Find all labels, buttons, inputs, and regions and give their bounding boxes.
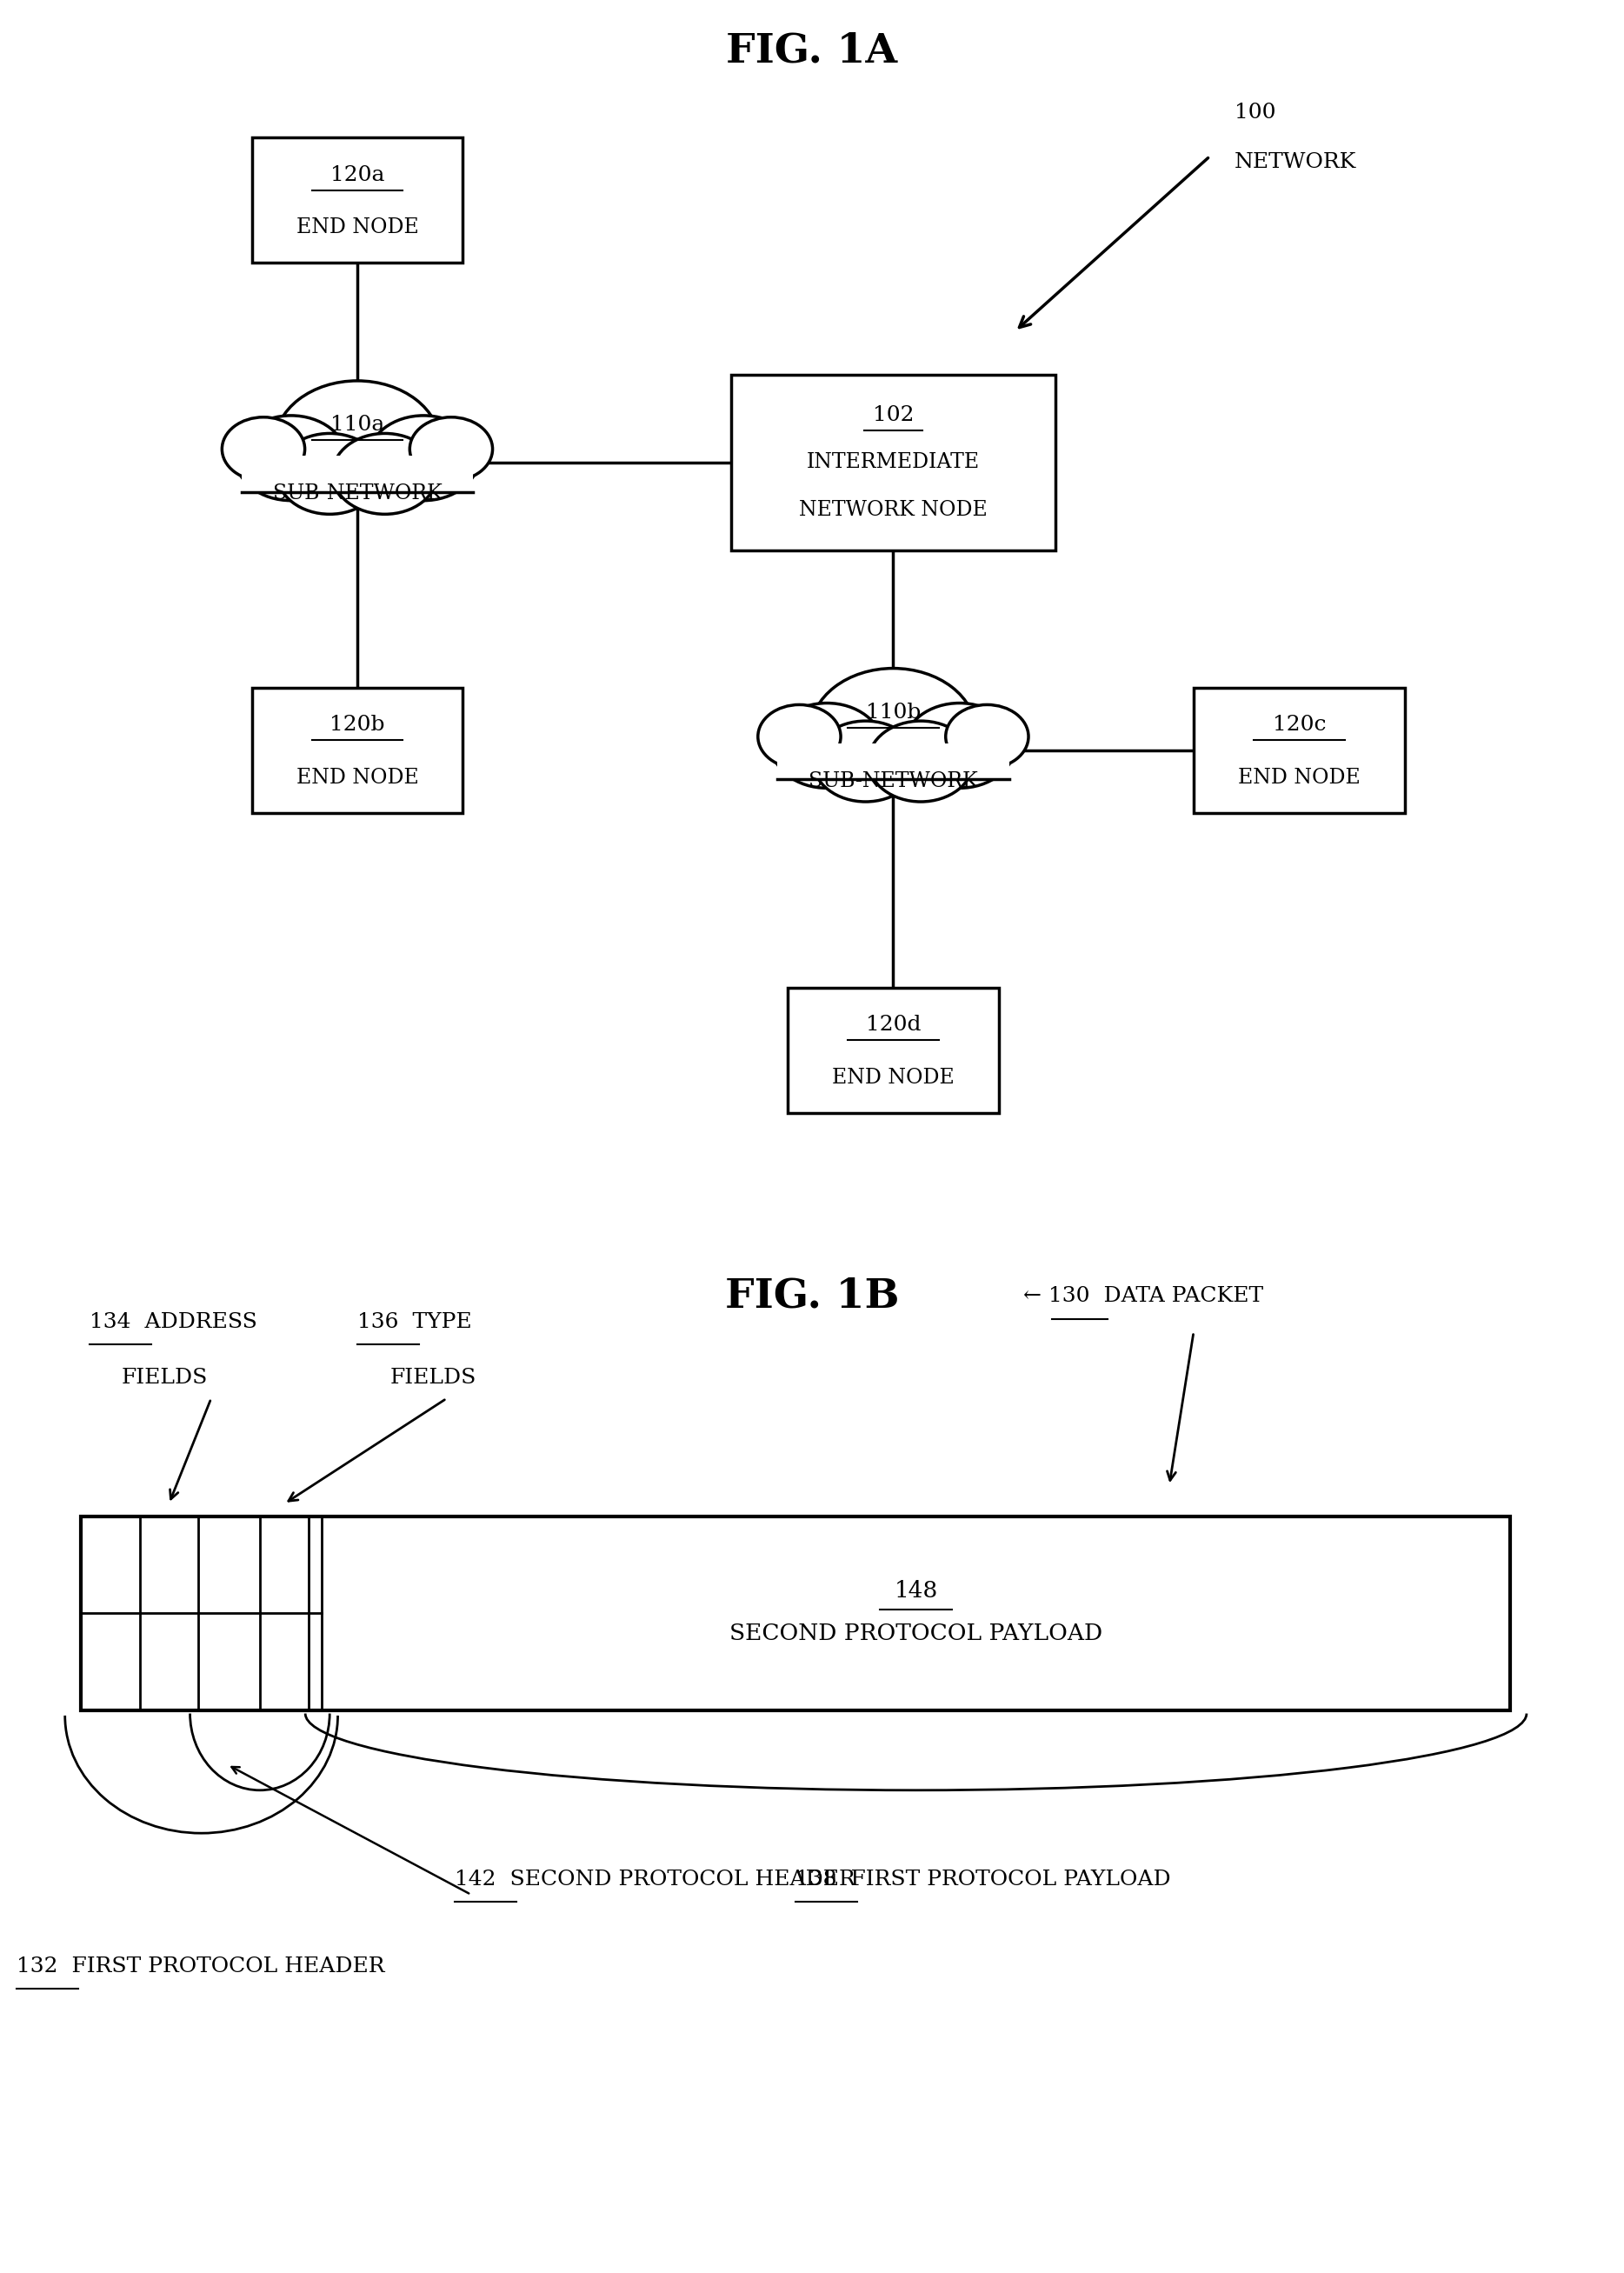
FancyBboxPatch shape (788, 986, 999, 1114)
Circle shape (814, 721, 918, 802)
FancyBboxPatch shape (252, 136, 463, 264)
Text: 136  TYPE: 136 TYPE (357, 1312, 471, 1332)
Circle shape (278, 434, 382, 514)
Circle shape (369, 416, 479, 500)
Circle shape (771, 702, 882, 789)
Text: NETWORK NODE: NETWORK NODE (799, 500, 987, 521)
Text: NETWORK: NETWORK (1234, 152, 1356, 173)
Circle shape (222, 418, 305, 482)
Circle shape (945, 705, 1028, 768)
Circle shape (235, 416, 346, 500)
Circle shape (274, 382, 440, 509)
Bar (778, 743, 1009, 780)
Circle shape (333, 434, 437, 514)
Circle shape (409, 418, 492, 482)
Circle shape (758, 705, 841, 768)
Text: END NODE: END NODE (296, 768, 419, 786)
Text: 134  ADDRESS: 134 ADDRESS (89, 1312, 257, 1332)
FancyBboxPatch shape (731, 375, 1056, 550)
Bar (242, 457, 473, 491)
Text: SUB-NETWORK: SUB-NETWORK (273, 484, 442, 505)
Text: SUB-NETWORK: SUB-NETWORK (809, 771, 978, 791)
Text: 132  FIRST PROTOCOL HEADER: 132 FIRST PROTOCOL HEADER (16, 1957, 385, 1975)
Text: FIELDS: FIELDS (390, 1368, 476, 1389)
Text: FIG. 1B: FIG. 1B (724, 1275, 900, 1316)
Circle shape (810, 668, 976, 796)
Text: 120b: 120b (330, 716, 385, 734)
Text: FIELDS: FIELDS (122, 1368, 208, 1389)
Text: 142  SECOND PROTOCOL HEADER: 142 SECOND PROTOCOL HEADER (455, 1868, 856, 1889)
Text: FIG. 1A: FIG. 1A (726, 32, 898, 70)
Circle shape (905, 702, 1015, 789)
Text: END NODE: END NODE (1237, 768, 1361, 786)
Text: 148: 148 (895, 1580, 937, 1602)
FancyBboxPatch shape (252, 686, 463, 814)
Text: 102: 102 (872, 405, 914, 425)
Text: INTERMEDIATE: INTERMEDIATE (807, 452, 979, 473)
Text: 120c: 120c (1273, 716, 1325, 734)
FancyBboxPatch shape (81, 1516, 1510, 1709)
Text: 120a: 120a (330, 166, 385, 184)
Text: 138  FIRST PROTOCOL PAYLOAD: 138 FIRST PROTOCOL PAYLOAD (796, 1868, 1171, 1889)
Text: SECOND PROTOCOL PAYLOAD: SECOND PROTOCOL PAYLOAD (729, 1623, 1103, 1646)
Text: 110b: 110b (866, 702, 921, 723)
Text: ← 130  DATA PACKET: ← 130 DATA PACKET (1023, 1287, 1263, 1307)
FancyBboxPatch shape (1194, 686, 1405, 814)
Circle shape (869, 721, 973, 802)
Text: 120d: 120d (866, 1016, 921, 1034)
Text: 110a: 110a (330, 416, 385, 434)
Text: END NODE: END NODE (831, 1068, 955, 1086)
Text: END NODE: END NODE (296, 218, 419, 236)
Text: 100: 100 (1234, 102, 1275, 123)
